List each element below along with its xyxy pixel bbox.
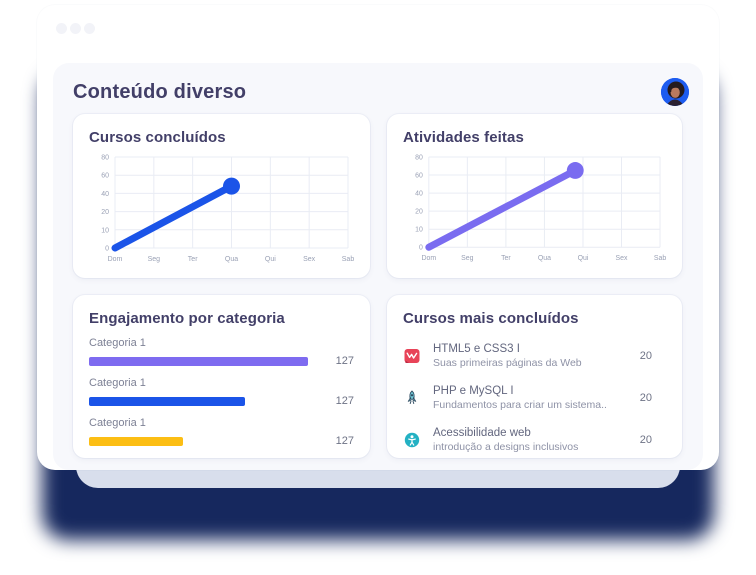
svg-text:Qui: Qui	[578, 255, 589, 262]
bar-track	[89, 356, 312, 366]
php-rocket-icon	[403, 389, 421, 407]
bar-value: 127	[335, 435, 354, 447]
svg-text:Qua: Qua	[538, 255, 551, 262]
card-cursos-concluidos: Cursos concluídos 80 60 40 20 10 0 Dom Seg Ter Qu…	[73, 114, 370, 278]
bar-value: 127	[335, 355, 354, 367]
card-title: Cursos concluídos	[89, 129, 226, 146]
svg-text:10: 10	[415, 227, 423, 234]
avatar-photo	[661, 78, 689, 106]
course-list: HTML5 e CSS3 I Suas primeiras páginas da…	[403, 335, 666, 461]
bar-row: 127	[89, 355, 354, 367]
svg-text:20: 20	[101, 209, 109, 216]
course-subtitle: Suas primeiras páginas da Web	[433, 357, 582, 369]
course-count: 20	[639, 434, 652, 446]
window-controls	[56, 23, 95, 34]
card-title: Cursos mais concluídos	[403, 310, 579, 327]
svg-text:0: 0	[419, 245, 423, 252]
line-chart-svg: 80 60 40 20 10 0 Dom Seg Ter Qua Qui Sex Sab	[101, 155, 354, 264]
user-avatar[interactable]	[661, 78, 689, 106]
accessibility-icon	[403, 431, 421, 449]
course-texts: PHP e MySQL I Fundamentos para criar um …	[433, 385, 628, 411]
svg-text:Seg: Seg	[461, 255, 473, 262]
svg-text:Ter: Ter	[188, 256, 198, 263]
card-atividades-feitas: Atividades feitas 80 60 40 20 10 0 Dom Seg Ter Qu…	[387, 114, 682, 278]
bar-label: Categoria 1	[89, 417, 146, 429]
course-texts: Acessibilidade web introdução a designs …	[433, 427, 628, 453]
bar-fill-purple	[89, 356, 308, 366]
svg-text:20: 20	[415, 209, 423, 216]
course-count: 20	[639, 350, 652, 362]
course-title: PHP e MySQL I	[433, 385, 514, 397]
course-title: HTML5 e CSS3 I	[433, 343, 520, 355]
svg-text:Ter: Ter	[501, 255, 511, 262]
svg-text:40: 40	[101, 191, 109, 198]
bar-track	[89, 436, 312, 446]
panel-header: Conteúdo diverso	[53, 63, 703, 112]
svg-text:10: 10	[101, 227, 109, 234]
bar-group: Categoria 1 127	[89, 377, 354, 407]
svg-text:Seg: Seg	[148, 256, 161, 263]
course-subtitle: introdução a designs inclusivos	[433, 441, 579, 453]
course-texts: HTML5 e CSS3 I Suas primeiras páginas da…	[433, 343, 628, 369]
course-title: Acessibilidade web	[433, 427, 531, 439]
card-title: Atividades feitas	[403, 129, 524, 146]
page-title: Conteúdo diverso	[73, 80, 247, 103]
svg-text:Qui: Qui	[265, 256, 276, 263]
svg-text:80: 80	[101, 155, 109, 162]
bar-row: 127	[89, 435, 354, 447]
bar-group: Categoria 1 127	[89, 337, 354, 367]
card-engajamento: Engajamento por categoria Categoria 1 12…	[73, 295, 370, 458]
svg-text:Sex: Sex	[303, 256, 316, 263]
bar-group: Categoria 1 127	[89, 417, 354, 447]
course-row-php[interactable]: PHP e MySQL I Fundamentos para criar um …	[403, 377, 666, 419]
bar-fill-blue	[89, 396, 246, 406]
course-row-acessibilidade[interactable]: Acessibilidade web introdução a designs …	[403, 419, 666, 461]
app-window: Conteúdo diverso Cursos concluídos 80	[37, 5, 719, 470]
course-subtitle: Fundamentos para criar um sistema..	[433, 399, 607, 411]
cards-grid: Cursos concluídos 80 60 40 20 10 0 Dom Seg Ter Qu…	[53, 112, 703, 458]
window-dot-icon	[84, 23, 95, 34]
svg-text:60: 60	[415, 172, 423, 179]
svg-text:40: 40	[415, 191, 423, 198]
svg-text:60: 60	[101, 173, 109, 180]
bar-row: 127	[89, 395, 354, 407]
card-cursos-mais-concluidos: Cursos mais concluídos	[387, 295, 682, 458]
svg-text:Qua: Qua	[225, 256, 238, 263]
dashboard-panel: Conteúdo diverso Cursos concluídos 80	[53, 63, 703, 470]
svg-text:Dom: Dom	[421, 255, 436, 262]
bar-chart-engajamento: Categoria 1 127 Categoria 1 127	[89, 337, 354, 447]
window-dot-icon	[56, 23, 67, 34]
line-chart-svg: 80 60 40 20 10 0 Dom Seg Ter Qua Qui Sex Sab	[415, 154, 666, 262]
window-dot-icon	[70, 23, 81, 34]
line-chart-cursos-concluidos: 80 60 40 20 10 0 Dom Seg Ter Qua Qui Sex Sab	[89, 150, 354, 268]
bar-value: 127	[335, 395, 354, 407]
svg-text:0: 0	[105, 246, 109, 253]
course-row-html5[interactable]: HTML5 e CSS3 I Suas primeiras páginas da…	[403, 335, 666, 377]
bar-track	[89, 396, 312, 406]
line-chart-atividades-feitas: 80 60 40 20 10 0 Dom Seg Ter Qua Qui Sex Sab	[403, 150, 666, 267]
bar-fill-yellow	[89, 436, 183, 446]
svg-text:Sex: Sex	[616, 255, 628, 262]
svg-text:Sab: Sab	[654, 255, 666, 262]
card-title: Engajamento por categoria	[89, 310, 285, 327]
html5-icon	[403, 347, 421, 365]
bar-label: Categoria 1	[89, 337, 146, 349]
svg-text:Sab: Sab	[342, 256, 354, 263]
svg-text:Dom: Dom	[108, 256, 123, 263]
course-count: 20	[639, 392, 652, 404]
svg-text:80: 80	[415, 154, 423, 161]
bar-label: Categoria 1	[89, 377, 146, 389]
